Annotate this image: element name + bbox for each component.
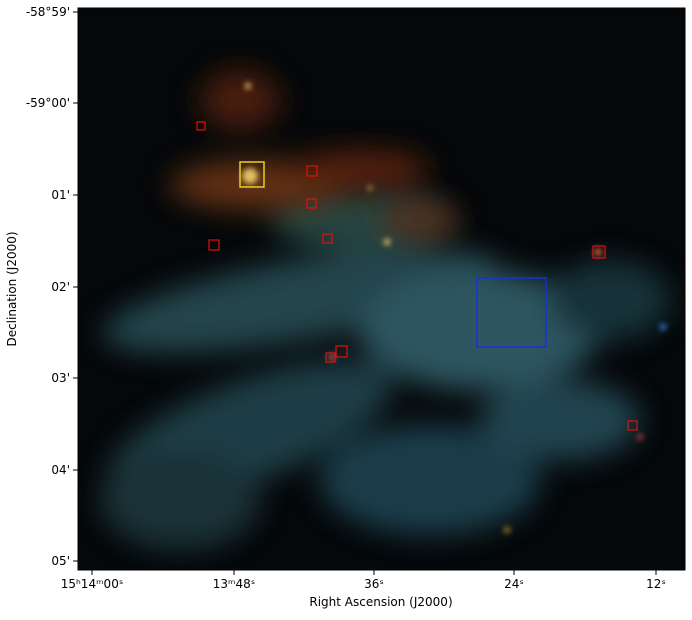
- source-box: [592, 245, 606, 259]
- y-tick-label: 03': [51, 371, 70, 385]
- source-box: [306, 165, 318, 177]
- y-tick-label: -59°00': [26, 96, 70, 110]
- x-tick-label: 36ˢ: [364, 577, 384, 591]
- source-box: [627, 420, 638, 431]
- highlight-box: [239, 161, 265, 188]
- x-axis-label: Right Ascension (J2000): [309, 595, 452, 609]
- y-tick-label: 02': [51, 280, 70, 294]
- ticks: [73, 11, 657, 575]
- y-tick-label: 04': [51, 463, 70, 477]
- y-tick-label: 01': [51, 188, 70, 202]
- source-box: [322, 233, 333, 244]
- source-box: [196, 121, 206, 131]
- y-axis-label: Declination (J2000): [5, 231, 19, 346]
- sky-image: [78, 8, 685, 570]
- region-box: [476, 277, 547, 348]
- frame: [77, 7, 686, 571]
- source-box: [325, 352, 336, 363]
- y-tick-label: -58°59': [26, 5, 70, 19]
- source-box: [208, 239, 220, 251]
- source-box: [335, 345, 348, 358]
- source-box: [306, 198, 317, 209]
- x-tick-label: 12ˢ: [646, 577, 666, 591]
- x-tick-label: 15ʰ14ᵐ00ˢ: [61, 577, 124, 591]
- y-tick-label: 05': [51, 554, 70, 568]
- x-tick-label: 24ˢ: [504, 577, 524, 591]
- x-tick-label: 13ᵐ48ˢ: [213, 577, 256, 591]
